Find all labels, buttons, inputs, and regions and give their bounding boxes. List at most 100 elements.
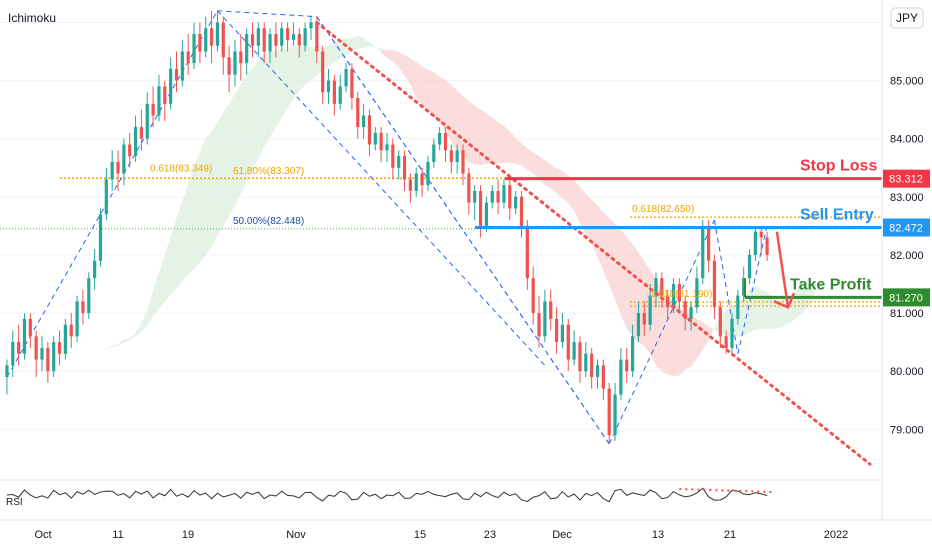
candle-body [309, 22, 313, 29]
cloud-segment [375, 46, 382, 53]
cloud-segment [568, 175, 575, 211]
cloud-segment [264, 50, 271, 147]
fib-label: 61.80%(83.307) [233, 166, 304, 177]
y-tick-label: 83.000 [890, 192, 924, 204]
cloud-segment [170, 218, 177, 295]
level-price-text: 82.472 [889, 223, 923, 235]
candle-body [432, 144, 436, 162]
bearish-trendline [315, 20, 872, 466]
cloud-segment [299, 45, 306, 92]
rsi-label: RSI [6, 497, 23, 508]
cloud-segment [468, 101, 475, 165]
candle-body [198, 34, 202, 52]
cloud-segment [761, 288, 768, 330]
cloud-segment [457, 90, 464, 156]
trade-levels: Stop Loss Sell Entry Take Profit [475, 158, 882, 299]
cloud-segment [246, 68, 253, 183]
cloud-segment [205, 131, 212, 256]
candle-body [192, 34, 196, 64]
candle-body [736, 295, 740, 319]
cloud-segment [755, 285, 762, 331]
candle-body [46, 347, 50, 372]
y-tick-label: 79.000 [890, 424, 924, 436]
y-axis: 79.000 80.000 81.000 82.000 83.000 84.000 85.0… [890, 17, 924, 436]
cloud-segment [427, 69, 434, 118]
cloud-segment [463, 96, 469, 163]
candle-body [765, 237, 769, 255]
candle-body [402, 156, 407, 180]
candle-body [560, 324, 565, 343]
candle-body [5, 365, 9, 377]
zigzag-segment [217, 10, 317, 18]
y-tick-label: 80.000 [890, 366, 924, 378]
cloud-segment [147, 290, 154, 325]
x-tick-label: 19 [182, 529, 194, 541]
candle-body [683, 301, 687, 319]
candle-body [75, 301, 79, 337]
cloud-segment [439, 76, 446, 131]
candle-body [397, 156, 401, 168]
y-tick-label: 81.000 [890, 308, 924, 320]
candle-body [514, 196, 518, 209]
candle-body [449, 150, 453, 162]
candle-body [490, 191, 494, 203]
candle-body [391, 144, 395, 168]
candle-body [204, 28, 208, 52]
candle-body [169, 68, 173, 104]
cloud-segment [486, 113, 493, 165]
candle-body [379, 132, 383, 151]
cloud-segment [422, 66, 428, 111]
cloud-segment [357, 35, 364, 49]
candle-body [537, 313, 541, 337]
cloud-segment [778, 299, 785, 328]
candle-body [502, 185, 506, 203]
cloud-segment [544, 160, 551, 189]
cloud-segment [691, 315, 697, 367]
ichimoku-cloud [53, 35, 814, 376]
candle-body [133, 127, 138, 157]
cloud-segment [334, 40, 341, 63]
cloud-segment [153, 272, 159, 317]
cloud-segment [217, 112, 224, 236]
candle-body [356, 98, 360, 128]
candle-body [87, 278, 91, 314]
candle-body [174, 68, 179, 81]
cloud-segment [77, 343, 83, 346]
cloud-segment [410, 58, 417, 97]
currency-badge[interactable] [890, 7, 924, 29]
cloud-segment [234, 84, 241, 206]
candle-body [619, 359, 623, 395]
level-name: Sell Entry [800, 207, 874, 224]
candle-body [578, 342, 582, 372]
candle-body [730, 318, 734, 348]
candle-body [28, 318, 32, 337]
candle-body [531, 278, 535, 314]
cloud-segment [88, 346, 95, 350]
cloud-segment [603, 212, 610, 285]
candle-body [648, 295, 652, 325]
candle-body [747, 254, 752, 279]
candle-body [215, 22, 220, 46]
candle-body [285, 28, 290, 40]
cloud-segment [772, 296, 779, 329]
cloud-segment [369, 42, 376, 48]
candle-body [151, 103, 155, 116]
zigzag-segment [713, 219, 739, 354]
candle-body [566, 324, 570, 360]
candle-body [93, 260, 97, 279]
level-price-tags: 83.312 82.472 81.270 [883, 169, 930, 307]
cloud-segment [94, 348, 101, 350]
x-tick-label: 11 [112, 529, 123, 541]
x-tick-label: 21 [724, 529, 736, 541]
candle-body [753, 231, 757, 255]
candle-body [595, 365, 600, 377]
rsi-divergence-line [679, 488, 773, 493]
candle-body [484, 202, 489, 226]
cloud-segment [310, 46, 317, 81]
x-tick-label: Nov [286, 529, 306, 541]
cloud-segment [673, 302, 680, 376]
candle-body [718, 307, 722, 337]
candle-body [461, 150, 465, 174]
cloud-segment [398, 52, 405, 76]
